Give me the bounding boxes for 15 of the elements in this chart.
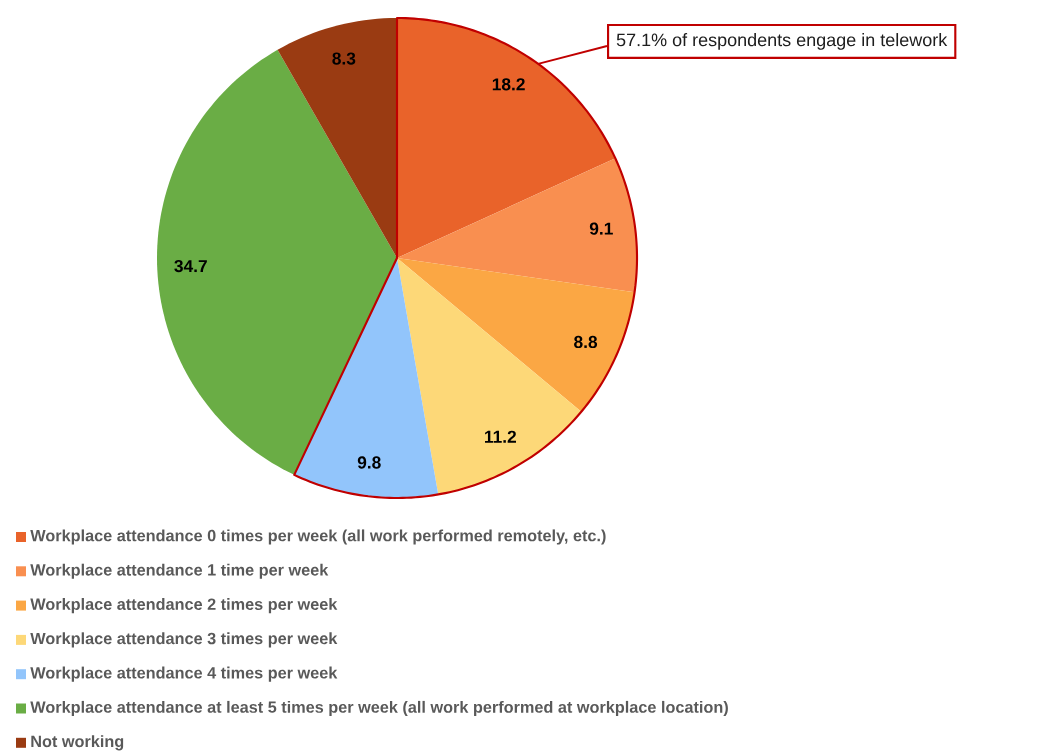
- legend-label: Workplace attendance 1 time per week: [30, 563, 329, 579]
- text: 57.1% of respondents engage in telework: [616, 33, 948, 50]
- data-label: 11.2: [485, 430, 516, 443]
- legend-label: Not working: [31, 735, 124, 751]
- data-label: 34.7: [174, 259, 207, 273]
- legend-label: Workplace attendance 2 times per week: [30, 598, 338, 614]
- data-label: 8.8: [574, 335, 598, 349]
- data-label: 9.1: [589, 222, 613, 235]
- legend-label: Workplace attendance at least 5 times per week (all work performed at workplace location): [30, 700, 728, 717]
- legend-label: Workplace attendance 0 times per week (all work performed remotely, etc.): [30, 529, 606, 545]
- data-label: 8.3: [332, 52, 356, 65]
- legend-label: Workplace attendance 4 times per week: [30, 666, 338, 682]
- data-label: 9.8: [357, 456, 381, 469]
- data-label: 18.2: [492, 78, 525, 91]
- legend-label: Workplace attendance 3 times per week: [30, 632, 338, 648]
